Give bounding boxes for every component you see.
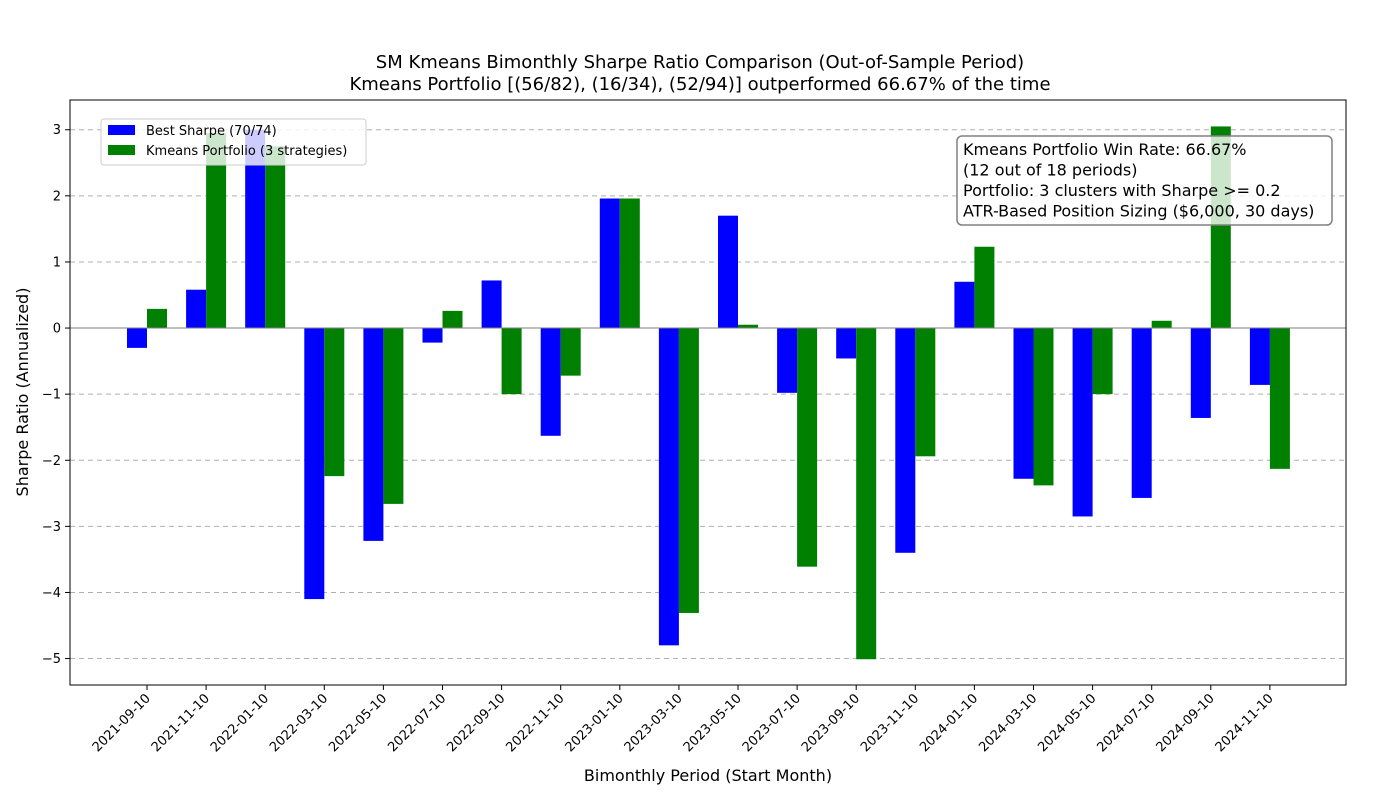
y-tick-label: 2 (53, 189, 61, 204)
chart-title: SM Kmeans Bimonthly Sharpe Ratio Compari… (375, 52, 1025, 73)
annotation-line: Portfolio: 3 clusters with Sharpe >= 0.2 (963, 181, 1281, 200)
legend-swatch (108, 125, 135, 135)
bar-kmeans-portfolio (265, 146, 286, 329)
legend-box (100, 118, 367, 166)
x-tick-label: 2021-11-10 (149, 691, 213, 755)
bar-kmeans-portfolio (974, 246, 995, 329)
bar-kmeans-portfolio (147, 308, 167, 329)
x-tick-label: 2022-03-10 (267, 691, 331, 755)
bar-best-sharpe (836, 328, 857, 359)
y-tick-label: −2 (42, 454, 61, 469)
y-tick-label: 1 (53, 255, 61, 270)
x-tick-label: 2023-07-10 (740, 691, 804, 755)
bar-kmeans-portfolio (383, 328, 404, 504)
chart-subtitle: Kmeans Portfolio [(56/82), (16/34), (52/… (349, 74, 1051, 95)
y-axis-ticks: −5 −4 −3 −2 −1 0 1 2 3 (42, 123, 70, 667)
bar-best-sharpe (954, 281, 975, 329)
bar-best-sharpe (422, 328, 443, 343)
bar-kmeans-portfolio (678, 328, 699, 613)
x-tick-label: 2021-09-10 (90, 691, 154, 755)
bar-best-sharpe (363, 328, 384, 541)
bar-kmeans-portfolio (797, 328, 818, 567)
x-axis-ticks: 2021-09-102021-11-102022-01-102022-03-10… (90, 685, 1277, 755)
bar-best-sharpe (1190, 328, 1211, 418)
legend-label: Best Sharpe (70/74) (146, 124, 277, 139)
x-tick-label: 2024-05-10 (1035, 691, 1099, 755)
win-rate-annotation: Kmeans Portfolio Win Rate: 66.67% (12 out… (956, 135, 1333, 226)
bar-kmeans-portfolio (560, 328, 581, 376)
x-tick-label: 2022-09-10 (444, 691, 508, 755)
bar-best-sharpe (245, 129, 266, 329)
x-tick-label: 2022-07-10 (385, 691, 449, 755)
bar-kmeans-portfolio (206, 133, 227, 329)
y-tick-label: −3 (42, 520, 61, 535)
bar-best-sharpe (186, 289, 207, 329)
x-tick-label: 2023-05-10 (681, 691, 745, 755)
bar-best-sharpe (599, 198, 620, 329)
bar-best-sharpe (718, 215, 738, 329)
x-tick-label: 2024-11-10 (1213, 691, 1277, 755)
bar-kmeans-portfolio (619, 198, 640, 329)
x-tick-label: 2023-09-10 (799, 691, 863, 755)
bar-kmeans-portfolio (501, 328, 522, 395)
x-tick-label: 2023-11-10 (858, 691, 922, 755)
bar-best-sharpe (658, 328, 679, 646)
bar-kmeans-portfolio (856, 328, 877, 660)
bar-best-sharpe (127, 328, 147, 348)
bar-kmeans-portfolio (1033, 328, 1054, 486)
plot-frame (69, 99, 1347, 686)
bar-best-sharpe (1249, 328, 1270, 385)
annotation-line: ATR-Based Position Sizing ($6,000, 30 da… (963, 202, 1314, 221)
y-tick-label: 0 (53, 322, 61, 337)
bar-best-sharpe (895, 328, 916, 553)
bar-best-sharpe (540, 328, 561, 436)
y-tick-label: −1 (42, 388, 61, 403)
bar-kmeans-portfolio (915, 328, 936, 457)
y-tick-label: −4 (42, 586, 61, 601)
x-tick-label: 2023-03-10 (622, 691, 686, 755)
annotation-box (956, 135, 1333, 226)
annotation-line: (12 out of 18 periods) (963, 161, 1137, 180)
x-tick-label: 2024-03-10 (976, 691, 1040, 755)
bar-best-sharpe (304, 328, 325, 600)
legend-label: Kmeans Portfolio (3 strategies) (146, 144, 347, 159)
bar-best-sharpe (777, 328, 798, 393)
bar-best-sharpe (481, 280, 502, 329)
x-tick-label: 2024-01-10 (917, 691, 981, 755)
bar-kmeans-portfolio (738, 324, 758, 329)
legend: Best Sharpe (70/74) Kmeans Portfolio (3 s… (100, 118, 367, 166)
bar-kmeans-portfolio (442, 310, 463, 329)
legend-swatch (108, 145, 135, 155)
y-tick-label: 3 (53, 123, 61, 138)
bar-kmeans-portfolio (1269, 328, 1290, 469)
bar-best-sharpe (1131, 328, 1152, 498)
bar-best-sharpe (1072, 328, 1093, 517)
bars (127, 126, 1290, 660)
bar-kmeans-portfolio (324, 328, 345, 477)
annotation-line: Kmeans Portfolio Win Rate: 66.67% (963, 140, 1247, 159)
x-axis-label: Bimonthly Period (Start Month) (584, 766, 832, 785)
x-tick-label: 2022-01-10 (208, 691, 272, 755)
x-tick-label: 2023-01-10 (563, 691, 627, 755)
y-tick-label: −5 (42, 652, 61, 667)
x-tick-label: 2022-05-10 (326, 691, 390, 755)
bar-kmeans-portfolio (1092, 328, 1113, 395)
bar-best-sharpe (1013, 328, 1034, 479)
y-axis-label: Sharpe Ratio (Annualized) (13, 288, 32, 497)
bar-kmeans-portfolio (1151, 320, 1172, 329)
x-tick-label: 2024-07-10 (1094, 691, 1158, 755)
x-tick-label: 2022-11-10 (503, 691, 567, 755)
x-tick-label: 2024-09-10 (1154, 691, 1218, 755)
